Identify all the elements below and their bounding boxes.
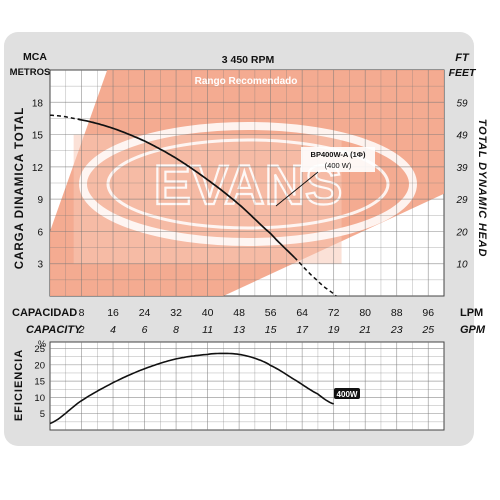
y-tick-label-right: 39 [456,163,468,174]
curve-label-pointer [275,171,319,207]
curve-label: BP400W-A (1Φ) [311,150,366,159]
x-tick-label-gpm: 8 [173,324,179,336]
x-tick-label-lpm: 88 [391,307,403,319]
right-unit-label: FT [455,52,470,64]
x-tick-label-lpm: 80 [359,307,371,319]
y-axis-title-left: CARGA DINAMICA TOTAL [14,107,26,269]
efficiency-series-badge-label: 400W [337,390,358,399]
y-tick-label-right: 29 [455,195,468,206]
efficiency-y-tick-labels: 5 10 15 20 25 [34,344,45,420]
x-units-lpm: LPM [460,307,483,319]
efficiency-series-badge [334,388,360,399]
efficiency-y-tick-label: 10 [34,393,45,404]
y-tick-label-left: 3 [37,260,43,271]
left-unit-sublabel: METROS [10,67,51,78]
efficiency-y-tick-label: 20 [34,360,45,371]
x-tick-labels-gpm: 2 4 6 8 11 13 15 17 19 21 23 25 [78,324,435,336]
y-tick-label-right: 20 [455,227,468,238]
head-y-tick-labels-left: 3 6 9 12 15 18 [32,98,44,270]
curve-sublabel: (400 W) [325,161,352,170]
x-tick-label-gpm: 13 [233,324,245,336]
x-tick-label-lpm: 96 [422,307,434,319]
curve-label-box [301,147,375,172]
y-tick-label-left: 6 [37,227,43,238]
x-tick-label-lpm: 40 [202,307,214,319]
x-tick-label-lpm: 56 [265,307,277,319]
pump-curve-dashed-start [50,114,78,120]
x-units-gpm: GPM [460,324,486,336]
x-tick-label-lpm: 64 [296,307,308,319]
efficiency-y-tick-label: 15 [34,377,45,388]
y-tick-label-left: 15 [32,131,44,142]
x-tick-label-gpm: 15 [265,324,277,336]
x-axis-title-lpm: CAPACIDAD [12,307,77,319]
x-tick-label-lpm: 72 [328,307,340,319]
y-tick-label-left: 9 [37,195,43,206]
y-tick-label-right: 59 [456,98,468,109]
x-tick-label-gpm: 11 [202,324,213,336]
efficiency-unit-label: % [38,339,46,349]
efficiency-y-tick-label: 25 [34,344,45,355]
x-tick-label-lpm: 16 [107,307,119,319]
x-tick-label-gpm: 2 [78,324,85,336]
x-tick-labels-lpm: 8 16 24 32 40 48 56 64 72 80 88 96 [79,307,435,319]
efficiency-grid [50,342,444,430]
x-tick-label-lpm: 32 [170,307,182,319]
head-y-tick-labels-right: 10 20 29 39 49 59 [455,98,468,270]
y-tick-label-right: 49 [456,131,468,142]
right-unit-sublabel: FEET [449,67,477,79]
x-tick-label-gpm: 21 [358,324,371,336]
y-tick-label-left: 18 [32,98,44,109]
x-tick-label-gpm: 17 [296,324,309,336]
head-grid [50,70,444,296]
y-tick-label-right: 10 [456,260,468,271]
x-tick-label-gpm: 23 [390,324,403,336]
x-tick-label-lpm: 48 [233,307,245,319]
efficiency-y-tick-label: 5 [40,409,45,420]
x-tick-label-gpm: 25 [421,324,434,336]
x-tick-label-gpm: 6 [142,324,148,336]
x-axis-title-gpm: CAPACITY [26,324,83,336]
speed-label: 3 450 RPM [222,54,275,66]
pump-curve-solid [77,118,295,258]
y-axis-title-right: TOTAL DYNAMIC HEAD [476,119,488,257]
x-tick-label-gpm: 19 [328,324,340,336]
y-tick-label-left: 12 [32,163,44,174]
recommended-range-label: Rango Recomendado [195,76,298,87]
efficiency-axis-title: EFICIENCIA [13,349,25,421]
x-tick-label-lpm: 24 [139,307,151,319]
left-unit-label: MCA [23,51,47,63]
efficiency-curve [50,352,334,425]
x-tick-label-lpm: 8 [79,307,85,319]
x-tick-label-gpm: 4 [110,324,116,336]
